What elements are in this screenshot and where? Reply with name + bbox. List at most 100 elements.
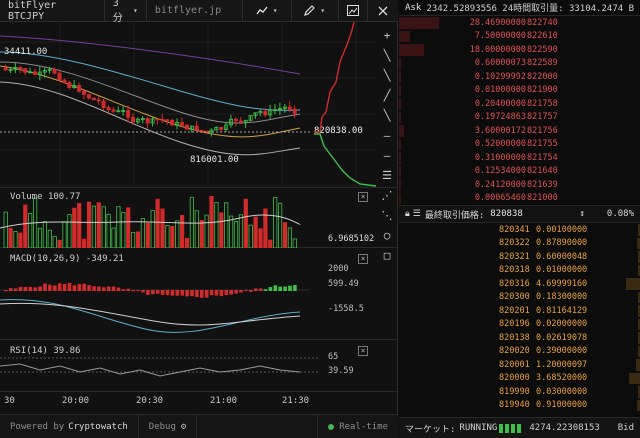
ask-row[interactable]: 0.00065460 821000 [399, 192, 640, 206]
ask-row[interactable]: 0.12534000 821640 [399, 165, 640, 179]
ray-tool[interactable]: ╲ [383, 69, 391, 82]
line-tool-button[interactable]: ▾ [243, 0, 292, 22]
macd-histogram-bar [33, 287, 37, 291]
lock-icon[interactable]: 🔒︎ [405, 209, 410, 219]
ask-row[interactable]: 7.50000000 822610 [399, 30, 640, 44]
ask-row[interactable]: 28.46900000 822740 [399, 16, 640, 30]
screenshot-button[interactable] [339, 0, 369, 22]
candle-body [228, 118, 233, 126]
bid-row[interactable]: 820001 1.20000097 [399, 358, 640, 372]
bid-row[interactable]: 820318 0.01000000 [399, 264, 640, 278]
ask-row[interactable]: 0.24120000 821639 [399, 178, 640, 192]
bid-row[interactable]: 820321 0.60000048 [399, 250, 640, 264]
volume-bar [258, 228, 263, 248]
volume-pane[interactable]: Volume 100.77 × 6.9685102 [0, 188, 398, 248]
macd-histogram-bar [180, 290, 184, 296]
crosshair-tool[interactable]: + [383, 29, 391, 42]
hline-small-tool[interactable]: – [383, 149, 391, 162]
macd-histogram-bar [249, 290, 253, 292]
pitch-tool[interactable]: ⋱ [381, 209, 393, 222]
time-tick: 20:00 [62, 396, 90, 406]
candle-body [204, 130, 209, 133]
interval-selector[interactable]: 3分 ▾ [105, 0, 147, 24]
hline-tool[interactable]: — [383, 129, 391, 142]
market-label: マーケット: [405, 424, 456, 435]
macd-histogram-bar [4, 290, 8, 292]
fib-tool[interactable]: ☰ [382, 169, 392, 182]
rsi-pane[interactable]: RSI(14) 39.86 × 65 39.59 [0, 342, 398, 392]
candle-body [160, 118, 165, 121]
debug-button[interactable]: Debug ⚙ [139, 414, 198, 438]
macd-tick-top: 2000 [328, 264, 349, 274]
ask-row[interactable]: 0.20400000 821758 [399, 97, 640, 111]
bid-depth-bar [625, 278, 640, 290]
chevron-down-icon: ▾ [133, 6, 138, 15]
circle-tool[interactable]: ○ [383, 229, 391, 242]
macd-histogram-bar [293, 285, 297, 291]
candle-body [23, 68, 28, 73]
bid-price: 820020 [499, 346, 530, 357]
line-tool[interactable]: ╲ [383, 49, 391, 62]
interval-label: 3分 [112, 0, 123, 24]
ask-row[interactable]: 0.31000000 821754 [399, 151, 640, 165]
market-selector[interactable]: bitFlyer BTCJPY [0, 0, 105, 22]
time-tick: 20:30 [136, 396, 164, 406]
close-pane-icon[interactable]: × [358, 346, 368, 356]
macd-pane[interactable]: MACD(10,26,9) -349.21 × 2000 599.49 -155… [0, 250, 398, 340]
bid-price: 819940 [499, 400, 530, 411]
price-pane[interactable]: 34411.00 816001.00 820838.00 [0, 22, 398, 188]
bid-row[interactable]: 820020 0.39000000 [399, 345, 640, 359]
powered-by[interactable]: Powered by Cryptowatch [0, 414, 139, 438]
list-icon[interactable]: ☰ [412, 209, 421, 219]
ask-row[interactable]: 18.00000000 822590 [399, 43, 640, 57]
bid-depth-bar [638, 345, 640, 357]
fullscreen-button[interactable] [368, 0, 398, 22]
fan-tool[interactable]: ⋰ [381, 189, 393, 202]
macd-histogram-bar [151, 290, 155, 295]
segment-tool[interactable]: ╲ [383, 109, 391, 122]
volume-bar [184, 238, 190, 248]
ask-row[interactable]: 0.01000000 821900 [399, 84, 640, 98]
macd-histogram-bar [23, 286, 28, 291]
volume-bar [155, 198, 160, 248]
close-pane-icon[interactable]: × [358, 192, 368, 202]
order-book: Ask 2342.52893556 24時間取引量: 33104.2474 B … [399, 0, 640, 438]
bid-row[interactable]: 820300 0.18300000 [399, 291, 640, 305]
bid-row[interactable]: 820138 0.02619078 [399, 331, 640, 345]
trend-tool[interactable]: ╱ [383, 89, 391, 102]
bid-row[interactable]: 820201 0.81164129 [399, 304, 640, 318]
bid-row[interactable]: 820000 3.68520000 [399, 372, 640, 386]
rsi-title: RSI(14) 39.86 [10, 346, 80, 356]
volume-bar [179, 215, 185, 248]
bid-row[interactable]: 820196 0.02000000 [399, 318, 640, 332]
macd-histogram-bar [258, 288, 263, 291]
chart-panel[interactable]: bitFlyer BTCJPY 3分 ▾ bitflyer.jp ▾ ▾ 3441… [0, 0, 398, 438]
ask-row[interactable]: 0.10299992 822000 [399, 70, 640, 84]
draw-tool-button[interactable]: ▾ [292, 0, 339, 22]
rect-tool[interactable]: □ [383, 249, 391, 262]
candle-body [96, 99, 101, 102]
bid-row[interactable]: 820341 0.00100000 [399, 223, 640, 237]
ask-row[interactable]: 0.19724863 821757 [399, 111, 640, 125]
exchange-link[interactable]: bitflyer.jp [147, 0, 243, 22]
bid-row[interactable]: 819940 0.91000000 [399, 399, 640, 413]
bid-row[interactable]: 820322 0.87890000 [399, 237, 640, 251]
macd-histogram-bar [239, 290, 243, 293]
bid-size: 1.20000097 [536, 359, 588, 370]
candle-body [268, 109, 273, 116]
market-value: 4274.22308153 [529, 423, 600, 433]
ask-row[interactable]: 0.52000000 821755 [399, 138, 640, 152]
volume-bar [67, 214, 72, 248]
realtime-indicator[interactable]: Real-time [317, 414, 398, 438]
macd-histogram-bar [278, 286, 282, 291]
bid-row[interactable]: 820316 4.69999160 [399, 277, 640, 291]
bid-depth-bar [638, 251, 640, 263]
rsi-tick-top: 65 [328, 352, 339, 362]
close-pane-icon[interactable]: × [358, 254, 368, 264]
candle-body [140, 118, 145, 120]
realtime-label: Real-time [339, 421, 388, 432]
bid-price: 820321 [499, 251, 530, 262]
ask-row[interactable]: 0.60000073 822589 [399, 57, 640, 71]
bid-row[interactable]: 819990 0.03000000 [399, 385, 640, 399]
ask-row[interactable]: 3.60000172 821756 [399, 124, 640, 138]
